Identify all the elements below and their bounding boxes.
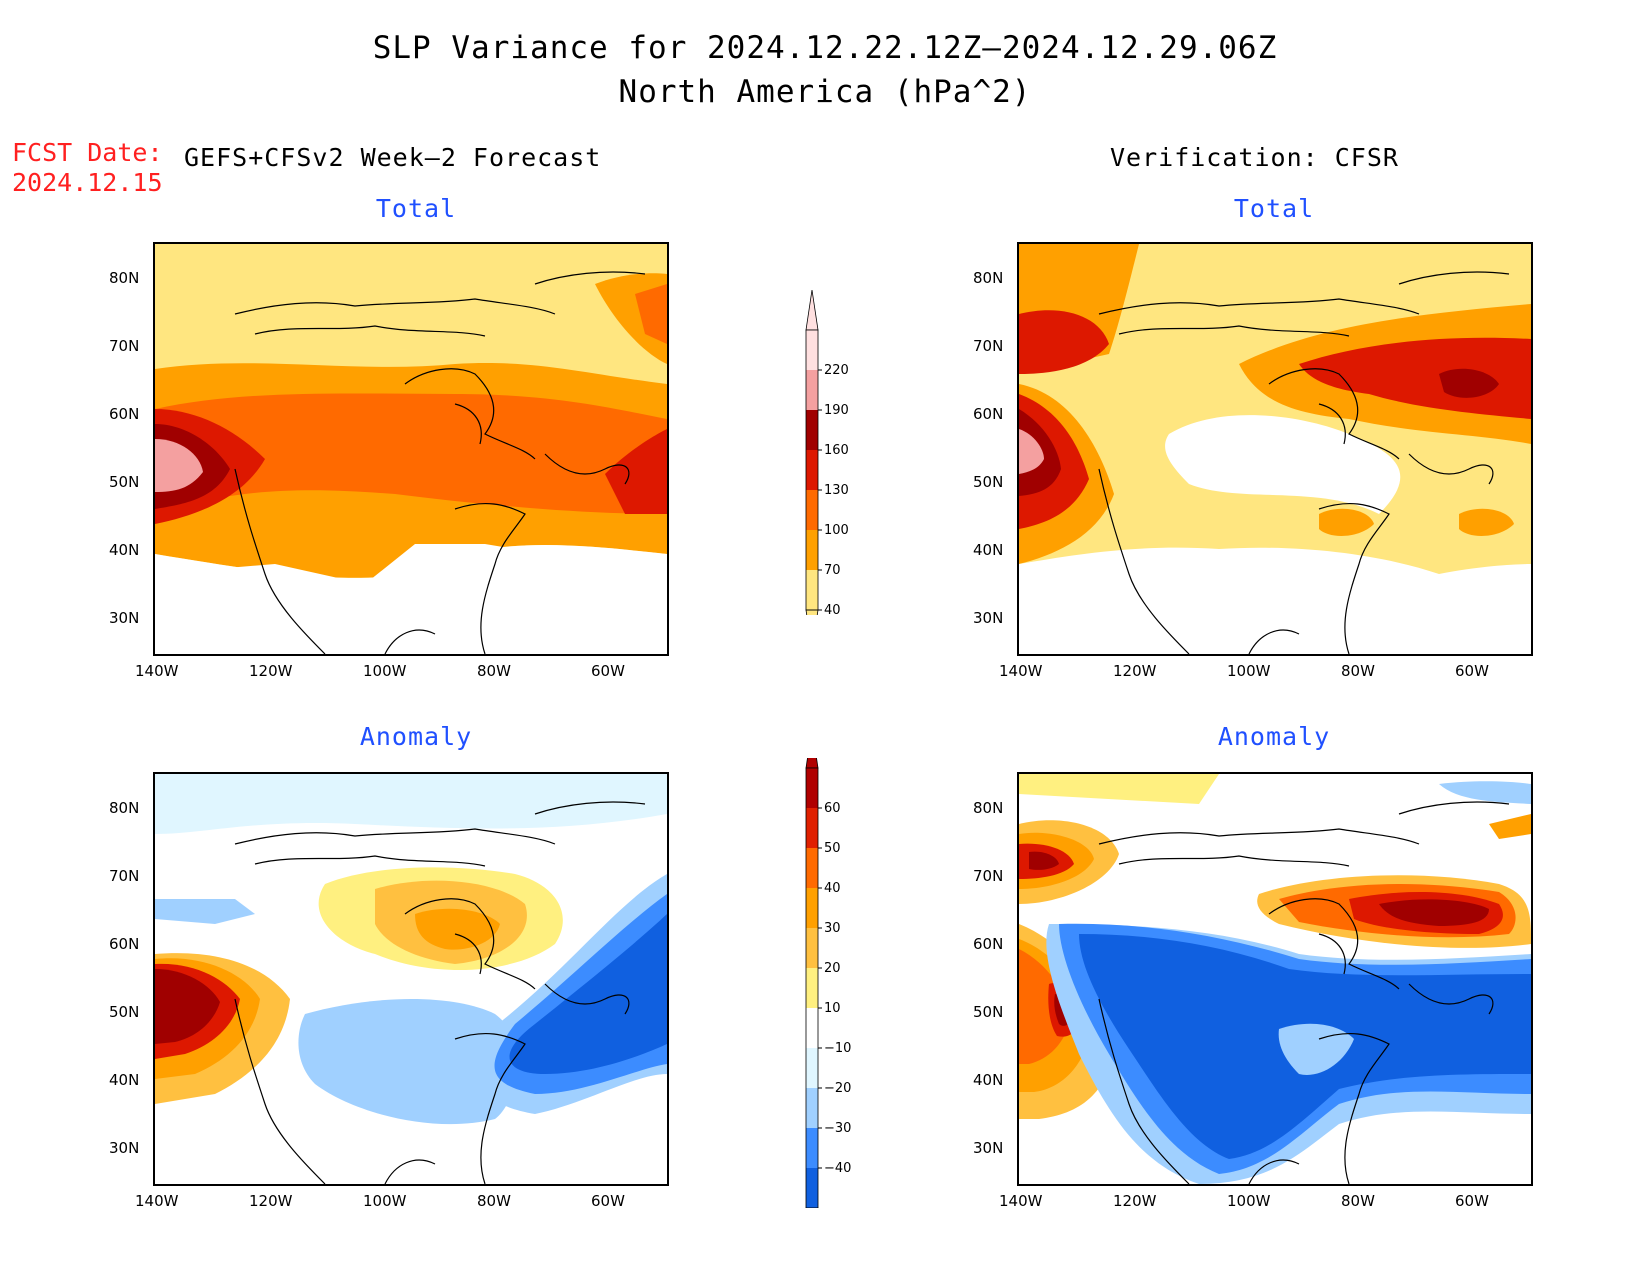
lat-tick-label: 70N (973, 867, 1004, 885)
lon-tick-label: 120W (1113, 1192, 1157, 1210)
colorbar-bottom-arrow (805, 609, 819, 651)
colorbar-segment (806, 1128, 818, 1168)
chart-title: SLP Variance for 2024.12.22.12Z–2024.12.… (372, 30, 1278, 66)
lat-tick-label: 60N (109, 405, 140, 423)
lat-tick-label: 50N (109, 473, 140, 491)
lat-tick-label: 80N (109, 799, 140, 817)
colorbar-label: −20 (824, 1081, 851, 1096)
colorbar-segment (806, 490, 818, 530)
lat-tick-label: 50N (973, 473, 1004, 491)
colorbar-label: 160 (824, 443, 849, 458)
colorbar-segment (806, 450, 818, 490)
lon-tick-label: 100W (363, 662, 407, 680)
lon-tick-label: 120W (249, 662, 293, 680)
forecast-header: GEFS+CFSv2 Week–2 Forecast (184, 143, 602, 172)
colorbar-label: 30 (824, 921, 841, 936)
colorbar-segment (806, 928, 818, 968)
colorbar-segment (806, 848, 818, 888)
lat-tick-label: 80N (973, 799, 1004, 817)
lat-tick-label: 30N (109, 609, 140, 627)
colorbar-segment (806, 370, 818, 410)
map-forecast-anomaly (153, 772, 669, 1186)
lat-tick-label: 70N (109, 867, 140, 885)
colorbar-label: 40 (824, 881, 841, 896)
colorbar-label: −10 (824, 1041, 851, 1056)
fcst-date-value: 2024.12.15 (12, 168, 163, 197)
lat-tick-label: 70N (973, 337, 1004, 355)
lon-tick-label: 140W (999, 1192, 1043, 1210)
lat-tick-label: 70N (109, 337, 140, 355)
lon-tick-label: 120W (249, 1192, 293, 1210)
lat-tick-label: 60N (973, 935, 1004, 953)
lat-tick-label: 30N (973, 609, 1004, 627)
lon-tick-label: 60W (591, 662, 625, 680)
colorbar-label: 100 (824, 523, 849, 538)
lat-tick-label: 60N (973, 405, 1004, 423)
lon-tick-label: 60W (591, 1192, 625, 1210)
colorbar-segment (806, 1008, 818, 1048)
colorbar-label: 20 (824, 961, 841, 976)
lon-tick-label: 80W (1341, 662, 1375, 680)
map-verification-total (1017, 242, 1533, 656)
lat-tick-label: 30N (109, 1139, 140, 1157)
panel-title-verification-total: Total (1233, 194, 1315, 223)
colorbar-top-arrow (805, 289, 819, 331)
lon-tick-label: 80W (477, 1192, 511, 1210)
lat-tick-label: 40N (973, 1071, 1004, 1089)
lon-tick-label: 100W (363, 1192, 407, 1210)
colorbar-segment (806, 1088, 818, 1128)
lat-tick-label: 30N (973, 1139, 1004, 1157)
map-verification-anomaly (1017, 772, 1533, 1186)
colorbar-label: 40 (824, 603, 841, 615)
lat-tick-label: 80N (109, 269, 140, 287)
lat-tick-label: 40N (973, 541, 1004, 559)
lat-tick-label: 40N (109, 541, 140, 559)
colorbar-label: 70 (824, 563, 841, 578)
colorbar-segment (806, 968, 818, 1008)
lon-tick-label: 80W (477, 662, 511, 680)
lon-tick-label: 60W (1455, 662, 1489, 680)
colorbar-segment (806, 410, 818, 450)
lon-tick-label: 80W (1341, 1192, 1375, 1210)
chart-subtitle: North America (hPa^2) (618, 74, 1032, 110)
lon-tick-label: 100W (1227, 1192, 1271, 1210)
panel-title-forecast-anomaly: Anomaly (359, 722, 473, 751)
colorbar-segment (806, 570, 818, 610)
fcst-date-label: FCST Date: (12, 138, 163, 167)
colorbar-top-arrow (805, 727, 819, 769)
colorbar-total: 220 190 160 130 100 70 40 (800, 285, 860, 651)
colorbar-label: 10 (824, 1001, 841, 1016)
colorbar-segment (806, 1168, 818, 1208)
colorbar-label: 220 (824, 363, 849, 378)
lat-tick-label: 80N (973, 269, 1004, 287)
colorbar-segment (806, 768, 818, 808)
lat-tick-label: 40N (109, 1071, 140, 1089)
colorbar-label: −40 (824, 1161, 851, 1176)
lon-tick-label: 100W (1227, 662, 1271, 680)
lon-tick-label: 120W (1113, 662, 1157, 680)
lon-tick-label: 140W (135, 1192, 179, 1210)
colorbar-segment (806, 808, 818, 848)
colorbar-segment (806, 888, 818, 928)
lon-tick-label: 60W (1455, 1192, 1489, 1210)
lon-tick-label: 140W (999, 662, 1043, 680)
colorbar-segment (806, 330, 818, 370)
lat-tick-label: 50N (973, 1003, 1004, 1021)
map-forecast-total (153, 242, 669, 656)
colorbar-label: 190 (824, 403, 849, 418)
lat-tick-label: 50N (109, 1003, 140, 1021)
panel-title-forecast-total: Total (375, 194, 457, 223)
colorbar-label: 130 (824, 483, 849, 498)
lat-tick-label: 60N (109, 935, 140, 953)
verification-header: Verification: CFSR (1110, 143, 1399, 172)
panel-title-verification-anomaly: Anomaly (1217, 722, 1331, 751)
colorbar-anomaly: 60 50 40 30 20 10 −10 −20 −30 −40 (800, 727, 860, 1249)
colorbar-label: 50 (824, 841, 841, 856)
colorbar-segment (806, 530, 818, 570)
colorbar-segment (806, 1048, 818, 1088)
colorbar-label: −30 (824, 1121, 851, 1136)
colorbar-label: 60 (824, 801, 841, 816)
lon-tick-label: 140W (135, 662, 179, 680)
